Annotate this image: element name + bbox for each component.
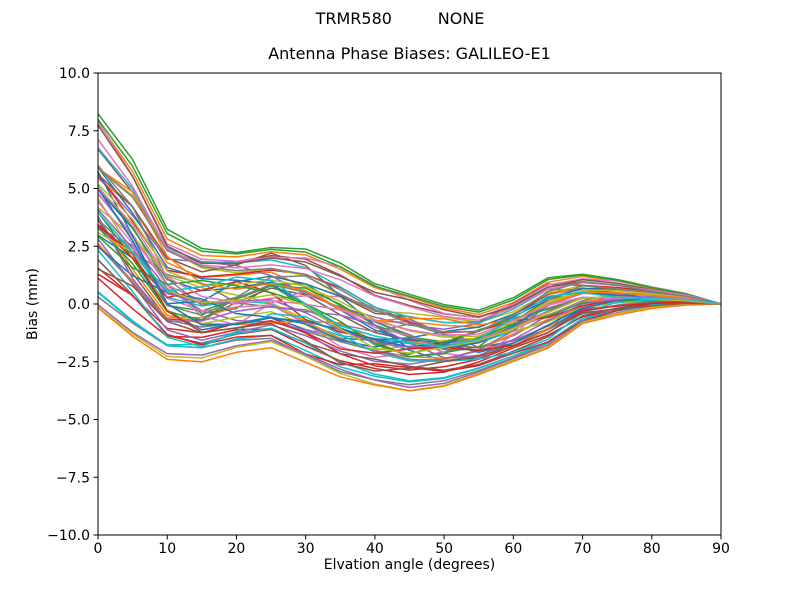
series-line <box>97 119 722 313</box>
series-line <box>97 249 722 363</box>
x-tick-label: 70 <box>574 541 592 557</box>
series-line <box>97 167 722 341</box>
y-tick-label: 0.0 <box>68 297 90 313</box>
y-tick-label: −5.0 <box>56 413 90 429</box>
series-line <box>97 124 722 318</box>
x-tick-label: 60 <box>504 541 522 557</box>
series-line <box>97 259 722 371</box>
y-tick-label: 7.5 <box>68 124 90 140</box>
series-line <box>97 167 722 326</box>
series-line <box>97 303 722 389</box>
series-line <box>97 198 722 351</box>
series-line <box>97 186 722 354</box>
series-line <box>97 183 722 338</box>
y-tick-label: −2.5 <box>56 355 90 371</box>
x-axis-label: Elvation angle (degrees) <box>323 557 496 573</box>
series-line <box>97 303 722 392</box>
series-line <box>97 167 722 333</box>
x-tick-label: 40 <box>366 541 384 557</box>
x-tick-label: 20 <box>228 541 246 557</box>
chart-title: Antenna Phase Biases: GALILEO-E1 <box>268 44 551 63</box>
series-line <box>97 173 722 334</box>
y-tick-label: −7.5 <box>56 470 90 486</box>
x-tick-label: 50 <box>435 541 453 557</box>
x-tick-label: 90 <box>712 541 730 557</box>
series-line <box>97 211 722 348</box>
y-tick-label: 2.5 <box>68 239 90 255</box>
series-line <box>97 193 722 338</box>
y-tick-label: 5.0 <box>68 182 90 198</box>
series-line <box>97 268 722 372</box>
x-tick-label: 10 <box>158 541 176 557</box>
series-line <box>97 246 722 354</box>
y-tick-label: −10.0 <box>47 528 90 544</box>
x-tick-label: 0 <box>94 541 103 557</box>
series-line <box>97 186 722 351</box>
figure-suptitle: TRMR580 NONE <box>315 9 485 28</box>
y-axis-label: Bias (mm) <box>25 267 41 341</box>
y-tick-label: 10.0 <box>59 66 90 82</box>
x-tick-label: 30 <box>297 541 315 557</box>
x-tick-label: 80 <box>643 541 661 557</box>
